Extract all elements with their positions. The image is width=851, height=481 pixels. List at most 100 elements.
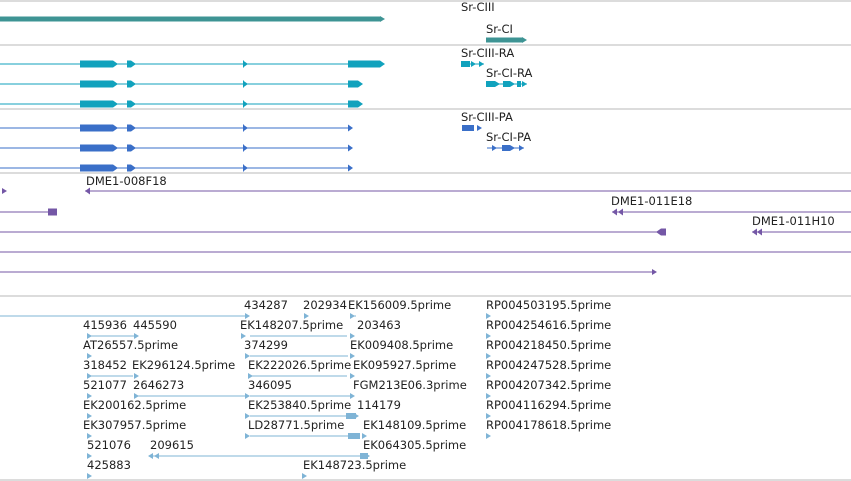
est-arrow[interactable] (87, 393, 92, 399)
clone-end[interactable] (48, 208, 57, 216)
strand-arrow[interactable] (131, 124, 136, 132)
strand-arrow[interactable] (131, 100, 136, 108)
est-arrow[interactable] (350, 373, 355, 379)
strand-arrow[interactable] (348, 124, 353, 132)
strand-arrow[interactable] (519, 145, 524, 151)
strand-arrow[interactable] (477, 125, 482, 131)
est-arrow[interactable] (87, 473, 92, 479)
gene-feature[interactable] (486, 37, 522, 43)
clone-arrow[interactable] (618, 208, 623, 216)
strand-arrow[interactable] (113, 164, 118, 172)
est-arrow[interactable] (350, 353, 355, 359)
est-block[interactable] (346, 413, 356, 419)
exon-block[interactable] (80, 60, 113, 68)
clone-arrow[interactable] (752, 228, 757, 236)
exon-block[interactable] (503, 81, 510, 87)
strand-arrow[interactable] (479, 61, 484, 67)
clone-arrow[interactable] (656, 228, 661, 236)
exon-block[interactable] (80, 144, 113, 152)
exon-block[interactable] (127, 100, 131, 108)
strand-arrow[interactable] (358, 100, 363, 108)
strand-arrow[interactable] (348, 164, 353, 172)
est-arrow[interactable] (87, 433, 92, 439)
exon-block[interactable] (348, 80, 358, 88)
strand-arrow[interactable] (495, 81, 500, 87)
strand-arrow[interactable] (131, 60, 136, 68)
exon-block[interactable] (80, 124, 113, 132)
strand-arrow[interactable] (113, 144, 118, 152)
exon-block[interactable] (502, 145, 510, 151)
est-arrow[interactable] (486, 333, 491, 339)
est-arrow[interactable] (486, 353, 491, 359)
strand-arrow[interactable] (113, 80, 118, 88)
est-arrow[interactable] (350, 393, 355, 399)
est-arrow[interactable] (87, 373, 92, 379)
est-arrow[interactable] (148, 453, 153, 459)
strand-arrow[interactable] (131, 144, 136, 152)
est-arrow[interactable] (87, 413, 92, 419)
strand-arrow[interactable] (510, 81, 515, 87)
exon-block[interactable] (517, 81, 521, 87)
exon-block[interactable] (127, 60, 131, 68)
clone-arrow[interactable] (652, 269, 657, 275)
est-arrow[interactable] (134, 333, 139, 339)
est-arrow[interactable] (245, 313, 250, 319)
est-arrow[interactable] (241, 333, 246, 339)
exon-block[interactable] (462, 125, 474, 131)
est-arrow[interactable] (87, 453, 92, 459)
exon-block[interactable] (127, 164, 131, 172)
est-arrow[interactable] (486, 373, 491, 379)
strand-arrow[interactable] (522, 81, 527, 87)
est-arrow[interactable] (304, 313, 309, 319)
est-arrow[interactable] (486, 393, 491, 399)
est-arrow[interactable] (245, 433, 250, 439)
exon-block[interactable] (80, 100, 113, 108)
clone-arrow[interactable] (757, 228, 762, 236)
strand-arrow[interactable] (522, 37, 527, 43)
exon-block[interactable] (127, 124, 131, 132)
strand-arrow[interactable] (358, 80, 363, 88)
clone-arrow[interactable] (85, 187, 90, 195)
exon-block[interactable] (348, 100, 358, 108)
clone-arrow[interactable] (2, 188, 7, 194)
strand-arrow[interactable] (492, 145, 497, 151)
strand-arrow[interactable] (243, 100, 248, 108)
strand-arrow[interactable] (113, 60, 118, 68)
est-arrow[interactable] (486, 313, 491, 319)
exon-block[interactable] (127, 144, 131, 152)
est-arrow[interactable] (248, 373, 253, 379)
strand-arrow[interactable] (348, 144, 353, 152)
strand-arrow[interactable] (243, 144, 248, 152)
est-arrow[interactable] (87, 353, 92, 359)
exon-block[interactable] (127, 80, 131, 88)
strand-arrow[interactable] (113, 100, 118, 108)
est-arrow[interactable] (154, 453, 159, 459)
est-arrow[interactable] (87, 333, 92, 339)
est-arrow[interactable] (134, 393, 139, 399)
est-arrow[interactable] (245, 353, 250, 359)
exon-block[interactable] (486, 81, 495, 87)
est-block[interactable] (360, 453, 368, 459)
strand-arrow[interactable] (380, 16, 385, 22)
strand-arrow[interactable] (243, 60, 248, 68)
clone-arrow[interactable] (612, 208, 617, 216)
est-arrow[interactable] (350, 333, 355, 339)
est-arrow[interactable] (245, 393, 250, 399)
est-block[interactable] (348, 433, 360, 439)
strand-arrow[interactable] (131, 164, 136, 172)
exon-block[interactable] (80, 164, 113, 172)
clone-end[interactable] (661, 228, 666, 236)
exon-block[interactable] (348, 60, 380, 68)
strand-arrow[interactable] (243, 80, 248, 88)
est-arrow[interactable] (302, 473, 307, 479)
strand-arrow[interactable] (131, 80, 136, 88)
strand-arrow[interactable] (510, 145, 515, 151)
strand-arrow[interactable] (113, 124, 118, 132)
est-arrow[interactable] (362, 433, 367, 439)
est-arrow[interactable] (486, 413, 491, 419)
exon-block[interactable] (80, 80, 113, 88)
strand-arrow[interactable] (471, 61, 476, 67)
strand-arrow[interactable] (243, 124, 248, 132)
est-arrow[interactable] (245, 413, 250, 419)
strand-arrow[interactable] (380, 60, 385, 68)
